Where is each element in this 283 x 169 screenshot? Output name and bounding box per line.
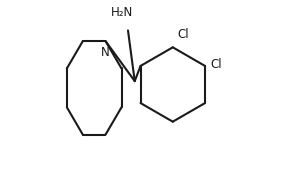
Text: N: N — [101, 46, 110, 59]
Text: Cl: Cl — [210, 58, 222, 71]
Text: Cl: Cl — [178, 28, 189, 41]
Text: H₂N: H₂N — [111, 6, 133, 19]
